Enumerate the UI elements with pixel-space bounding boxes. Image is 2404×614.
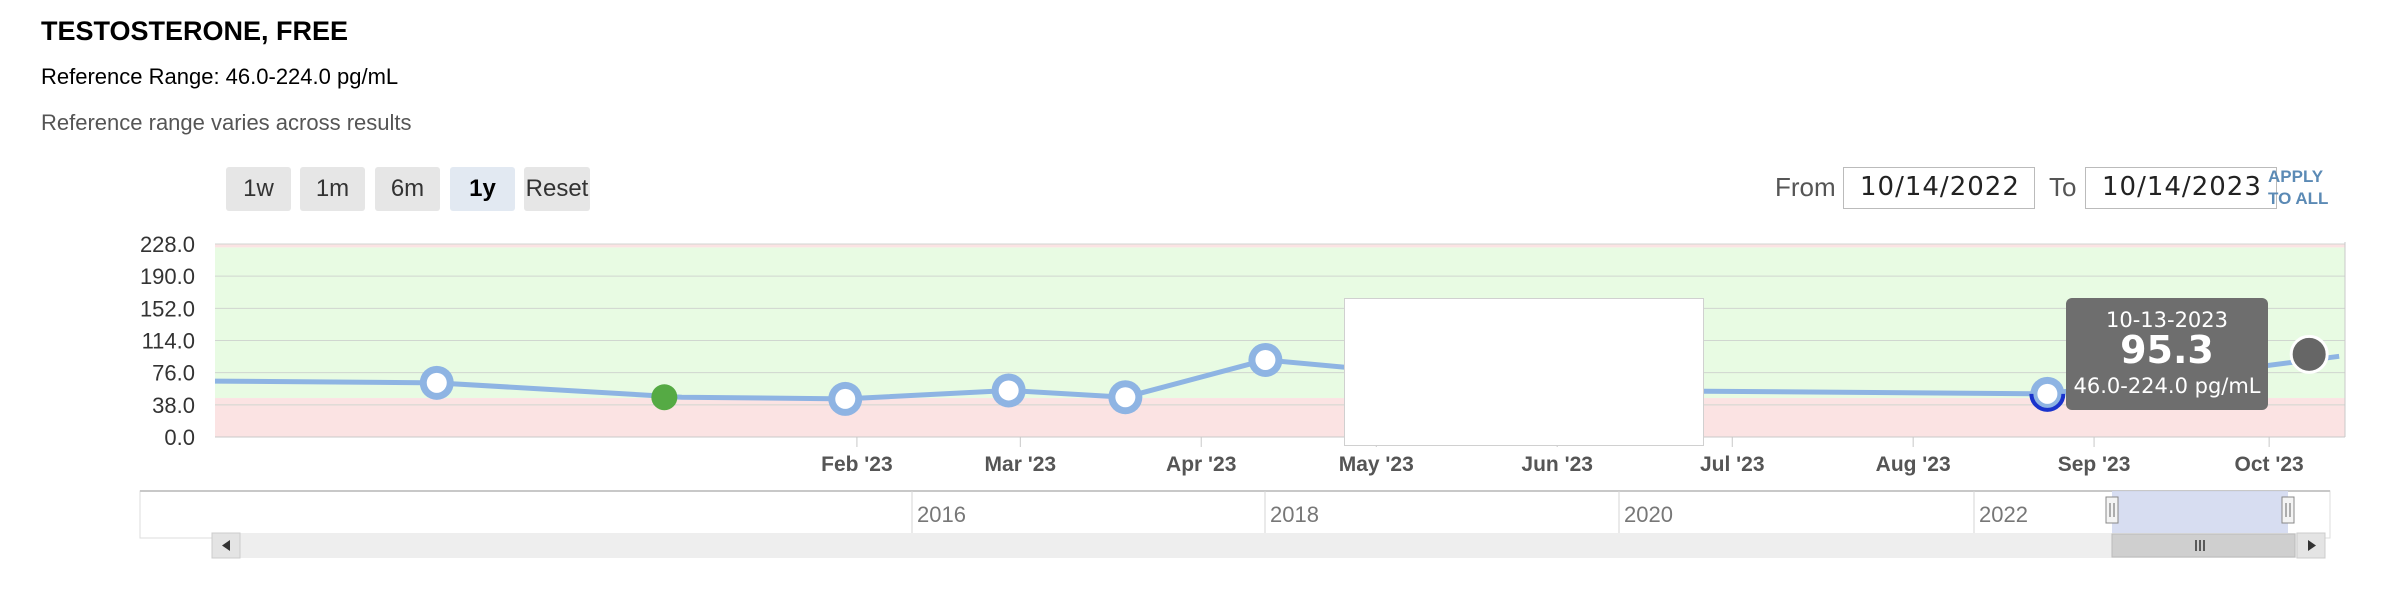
dropdown-panel <box>1344 298 1704 446</box>
range-button-1m[interactable]: 1m <box>300 167 365 211</box>
hover-point <box>2289 334 2329 374</box>
data-point-inner <box>998 380 1019 401</box>
from-date-input[interactable]: 10/14/2022 <box>1843 167 2035 209</box>
navigator-handle-box <box>2281 496 2295 524</box>
navigator-year-label: 2018 <box>1270 502 1319 527</box>
to-label: To <box>2049 172 2077 202</box>
x-tick-label: Feb '23 <box>821 453 893 476</box>
data-point-inner <box>426 372 447 393</box>
range-button-1y[interactable]: 1y <box>450 167 515 211</box>
y-tick-label: 152.0 <box>140 296 195 321</box>
data-point-inner <box>835 388 856 409</box>
range-button-1w[interactable]: 1w <box>226 167 291 211</box>
series-line <box>214 353 2340 402</box>
reset-button[interactable]: Reset <box>524 167 590 211</box>
data-tooltip: 10-13-2023 95.3 46.0-224.0 pg/mL <box>2066 298 2268 410</box>
test-title: TESTOSTERONE, FREE <box>41 16 349 46</box>
x-tick-label: Jul '23 <box>1700 453 1765 476</box>
navigator-window <box>2112 491 2288 538</box>
navigator-track <box>139 490 2331 539</box>
tooltip-value: 95.3 <box>2120 328 2214 372</box>
data-point-inner <box>1115 387 1136 408</box>
right-arrow-icon <box>2308 540 2316 551</box>
x-tick-label: May '23 <box>1339 453 1414 476</box>
x-tick-label: Mar '23 <box>985 453 1057 476</box>
scrollbar-left-button[interactable] <box>211 532 241 559</box>
y-tick-label: 76.0 <box>152 361 195 386</box>
navigator-year-label: 2016 <box>917 502 966 527</box>
scrollbar-track <box>212 533 2325 558</box>
reference-range-note: Reference range varies across results <box>41 110 412 135</box>
from-label: From <box>1775 172 1836 202</box>
y-tick-label: 190.0 <box>140 264 195 289</box>
to-date-input[interactable]: 10/14/2023 <box>2085 167 2277 209</box>
y-tick-label: 228.0 <box>140 232 195 257</box>
y-tick-label: 38.0 <box>152 393 195 418</box>
navigator-handle <box>2105 496 2119 524</box>
normal-range-band <box>215 247 2345 399</box>
data-point-inner <box>2037 383 2058 404</box>
y-tick-label: 0.0 <box>164 425 195 450</box>
y-tick-label: 114.0 <box>142 329 195 354</box>
tooltip-date: 10-13-2023 <box>2105 308 2229 332</box>
x-tick-label: Aug '23 <box>1876 453 1951 476</box>
data-point-inner <box>1255 349 1276 370</box>
x-tick-label: Sep '23 <box>2058 453 2131 476</box>
low-range-band <box>215 398 2345 437</box>
navigator-handle-box <box>2105 496 2119 524</box>
range-button-6m[interactable]: 6m <box>375 167 440 211</box>
highlight-point <box>651 384 678 411</box>
x-tick-label: Jun '23 <box>1521 453 1593 476</box>
x-tick-label: Oct '23 <box>2235 453 2304 476</box>
navigator-handle <box>2281 496 2295 524</box>
apply-to-all-button[interactable]: APPLY TO ALL <box>2268 167 2329 208</box>
reference-range-text: Reference Range: 46.0-224.0 pg/mL <box>41 64 399 89</box>
navigator-year-label: 2020 <box>1624 502 1673 527</box>
tooltip-range: 46.0-224.0 pg/mL <box>2073 374 2261 398</box>
selected-point-accent <box>2029 393 2066 412</box>
navigator-year-label: 2022 <box>1979 502 2028 527</box>
x-tick-label: Apr '23 <box>1166 453 1236 476</box>
high-range-band <box>215 244 2345 248</box>
left-arrow-icon <box>222 540 230 551</box>
